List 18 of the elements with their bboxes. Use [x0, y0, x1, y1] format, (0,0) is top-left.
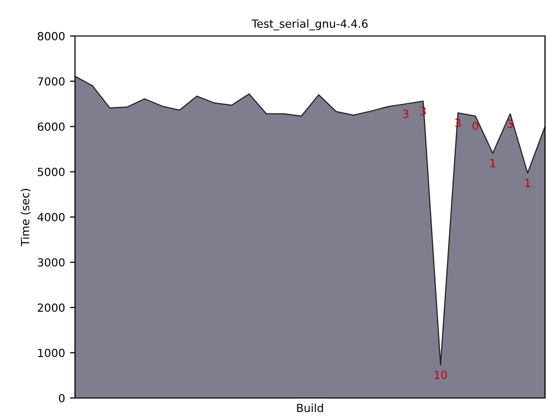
y-tick-label: 0 [58, 394, 65, 402]
annotation: 1 [525, 179, 530, 188]
y-tick-label: 6000 [38, 122, 65, 131]
annotation: 3 [508, 120, 513, 128]
y-tick-label: 5000 [38, 168, 65, 176]
y-tick-label: 8000 [38, 32, 65, 40]
annotation: 0 [472, 122, 478, 130]
chart-title: Test_serial_gnu-4.4.6 [252, 19, 368, 30]
y-tick-label: 3000 [38, 258, 65, 267]
y-axis-title: Time (sec) [20, 188, 31, 246]
annotation: 10 [434, 370, 447, 380]
x-axis-title: Build [297, 404, 323, 412]
y-tick-label: 1000 [38, 348, 65, 358]
y-tick-label: 7000 [38, 77, 65, 86]
y-tick-label: 4000 [38, 212, 65, 222]
y-tick-label: 2000 [38, 303, 65, 312]
annotation: 1 [490, 159, 496, 168]
annotation: 3 [403, 110, 408, 118]
